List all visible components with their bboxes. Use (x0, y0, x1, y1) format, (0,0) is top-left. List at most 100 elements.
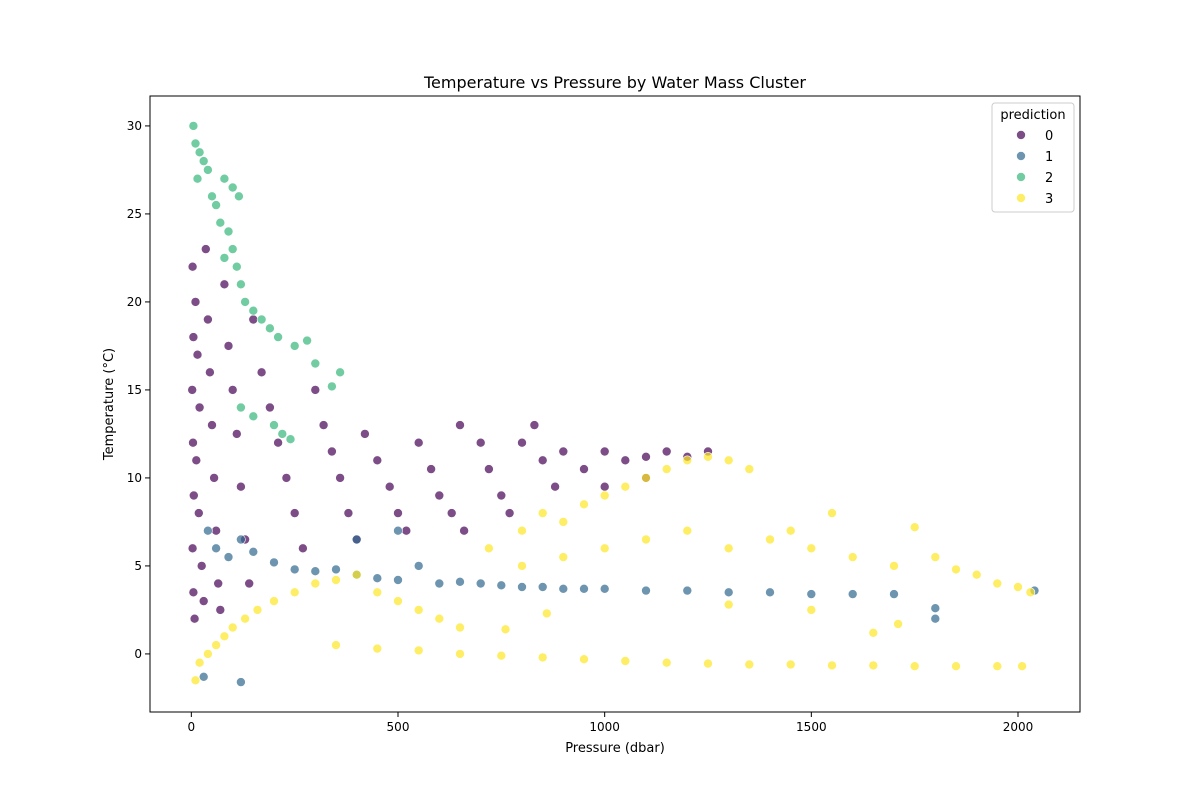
point-series-2-30 (236, 402, 246, 413)
point-series-3-46 (703, 451, 713, 462)
point-series-3-14 (393, 596, 403, 606)
point-series-2-13 (227, 244, 238, 254)
point-series-1-24 (723, 587, 734, 598)
point-series-3-50 (558, 552, 569, 562)
point-series-0-10 (194, 402, 205, 413)
point-series-3-23 (537, 652, 548, 663)
point-series-3-17 (455, 622, 465, 633)
point-series-3-60 (889, 561, 899, 571)
point-series-0-15 (201, 244, 211, 254)
point-series-2-10 (227, 182, 238, 193)
point-series-2-4 (192, 173, 203, 184)
point-series-3-38 (537, 508, 548, 518)
x-tick-label-3: 1500 (796, 720, 827, 734)
point-series-3-69 (723, 599, 734, 610)
point-series-0-67 (661, 446, 672, 457)
point-series-3-20 (413, 645, 424, 656)
point-series-3-33 (951, 661, 961, 672)
point-series-1-5 (269, 557, 279, 568)
point-series-1-7 (310, 566, 321, 577)
point-series-0-8 (190, 297, 201, 307)
legend-marker-1 (1016, 151, 1026, 161)
point-series-3-61 (909, 522, 920, 533)
point-series-0-26 (232, 429, 242, 439)
point-series-0-31 (256, 367, 267, 378)
point-series-3-32 (909, 661, 920, 672)
point-series-1-32 (198, 671, 209, 682)
point-series-3-41 (599, 490, 610, 501)
point-series-3-39 (558, 517, 569, 527)
legend-label-3: 3 (1045, 192, 1053, 207)
point-series-3-13 (372, 587, 383, 598)
point-series-0-24 (223, 341, 234, 351)
point-series-3-42 (620, 481, 631, 492)
point-series-2-25 (327, 381, 337, 392)
point-series-1-26 (806, 589, 817, 599)
point-series-0-19 (209, 473, 219, 483)
point-series-1-19 (558, 583, 569, 594)
point-series-0-33 (273, 437, 283, 448)
point-series-1-28 (889, 589, 899, 599)
point-series-0-46 (393, 508, 403, 518)
point-series-3-5 (227, 622, 238, 633)
point-series-3-55 (765, 534, 775, 545)
series-2 (188, 121, 345, 445)
y-tick-label-3: 15 (127, 383, 142, 397)
point-series-1-13 (434, 578, 445, 589)
point-series-2-16 (219, 253, 230, 263)
point-series-0-16 (203, 314, 213, 325)
point-series-0-32 (265, 402, 275, 413)
legend-marker-0 (1016, 130, 1026, 140)
x-tick-label-0: 0 (188, 720, 196, 734)
point-series-0-36 (298, 543, 308, 554)
point-series-3-19 (372, 643, 383, 654)
point-series-0-5 (187, 543, 198, 554)
point-series-0-3 (188, 437, 198, 448)
point-series-0-37 (310, 385, 321, 395)
point-series-2-29 (285, 434, 296, 445)
point-series-0-53 (455, 420, 465, 430)
point-series-3-26 (661, 657, 672, 668)
point-series-1-0 (203, 525, 213, 536)
point-series-1-33 (236, 677, 246, 687)
point-series-1-20 (579, 583, 589, 594)
point-series-3-71 (893, 619, 903, 629)
point-series-2-18 (248, 305, 259, 316)
point-series-0-55 (484, 464, 494, 474)
point-series-3-0 (190, 675, 201, 686)
point-series-3-53 (682, 525, 693, 536)
point-series-0-48 (413, 437, 424, 448)
legend-box (991, 102, 1075, 213)
legend-marker-3 (1016, 193, 1026, 203)
legend-title: prediction (1000, 108, 1065, 123)
x-tick-label-4: 2000 (1003, 720, 1034, 734)
point-series-2-6 (207, 191, 217, 202)
x-axis-label: Pressure (dbar) (565, 741, 665, 756)
point-series-3-30 (827, 660, 837, 671)
point-series-2-23 (302, 335, 312, 346)
point-series-3-29 (785, 659, 796, 670)
point-series-1-29 (930, 603, 941, 614)
point-series-2-15 (236, 279, 246, 290)
point-series-0-17 (205, 367, 215, 378)
point-series-3-73 (500, 624, 511, 635)
point-series-3-31 (868, 660, 879, 671)
point-series-3-4 (219, 631, 230, 642)
point-series-3-15 (413, 605, 424, 615)
point-series-2-3 (198, 156, 209, 166)
point-series-1-21 (599, 583, 610, 594)
legend-label-2: 2 (1045, 171, 1053, 186)
point-series-2-8 (215, 217, 226, 228)
point-series-1-11 (393, 575, 403, 585)
point-series-3-40 (579, 499, 589, 510)
point-series-3-51 (599, 543, 610, 554)
point-series-3-52 (641, 534, 651, 545)
point-series-0-54 (475, 437, 486, 448)
point-series-0-2 (187, 385, 197, 395)
point-series-3-11 (331, 575, 341, 585)
point-series-2-17 (240, 297, 250, 307)
y-tick-label-4: 20 (127, 295, 142, 309)
point-series-1-16 (496, 580, 507, 591)
point-series-3-3 (211, 640, 221, 650)
